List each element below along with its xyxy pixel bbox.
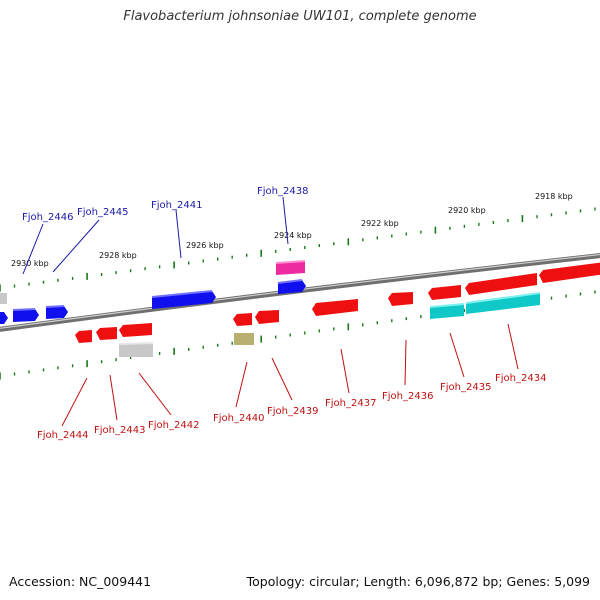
gene-fjoh-2438-magenta[interactable] — [275, 260, 306, 275]
gene-fjoh-2435-cyan[interactable] — [429, 303, 465, 319]
gene-grey-lower[interactable] — [118, 342, 154, 357]
gene-blue-3[interactable] — [277, 279, 306, 294]
scale-label-2920: 2920 kbp — [448, 206, 486, 215]
gene-red-large[interactable] — [465, 273, 537, 295]
leader-fjoh-2437 — [340, 348, 350, 394]
leader-fjoh-2435 — [449, 332, 465, 378]
scale-label-2930: 2930 kbp — [11, 259, 49, 268]
label-fjoh-2442[interactable]: Fjoh_2442 — [148, 420, 199, 431]
forward-strand-genes — [0, 260, 306, 324]
gene-blue-left-edge[interactable] — [0, 312, 8, 324]
label-fjoh-2436[interactable]: Fjoh_2436 — [382, 391, 433, 402]
forward-gene-labels: Fjoh_2446 Fjoh_2445 Fjoh_2441 Fjoh_2438 — [22, 186, 308, 275]
gene-fjoh-2435-red[interactable] — [428, 285, 461, 300]
gene-blue-2[interactable] — [45, 305, 68, 319]
label-fjoh-2445[interactable]: Fjoh_2445 — [77, 207, 128, 218]
leader-fjoh-2442 — [138, 372, 172, 416]
gene-fjoh-2437[interactable] — [312, 299, 358, 316]
label-fjoh-2437[interactable]: Fjoh_2437 — [325, 398, 376, 409]
gene-fjoh-2442[interactable] — [119, 323, 152, 337]
scale-label-2918: 2918 kbp — [535, 192, 573, 201]
leader-fjoh-2440 — [235, 361, 248, 408]
gene-fjoh-2434-cyan[interactable] — [465, 292, 541, 314]
leader-fjoh-2444 — [61, 377, 88, 427]
leader-fjoh-2441 — [175, 209, 182, 259]
label-fjoh-2440[interactable]: Fjoh_2440 — [213, 413, 264, 424]
leader-fjoh-2438 — [282, 196, 289, 245]
scale-label-2928: 2928 kbp — [99, 251, 137, 260]
gene-grey-edge[interactable] — [0, 293, 7, 304]
label-fjoh-2439[interactable]: Fjoh_2439 — [267, 406, 318, 417]
scale-label-2926: 2926 kbp — [186, 241, 224, 250]
gene-fjoh-2439[interactable] — [255, 310, 279, 324]
leader-fjoh-2445 — [52, 219, 100, 273]
gene-fjoh-2440-khaki[interactable] — [234, 333, 254, 345]
label-fjoh-2444[interactable]: Fjoh_2444 — [37, 430, 88, 441]
gene-fjoh-2440-red[interactable] — [233, 313, 252, 326]
label-fjoh-2438[interactable]: Fjoh_2438 — [257, 186, 308, 197]
label-fjoh-2443[interactable]: Fjoh_2443 — [94, 425, 145, 436]
leader-fjoh-2436 — [404, 339, 407, 386]
reverse-strand-genes — [75, 262, 600, 357]
leader-fjoh-2434 — [507, 323, 519, 370]
leader-fjoh-2446 — [22, 223, 44, 275]
gene-red-right-edge[interactable] — [539, 262, 600, 283]
gene-fjoh-2444[interactable] — [75, 330, 92, 343]
gene-fjoh-2441[interactable] — [151, 290, 216, 309]
accession-text: Accession: NC_009441 — [9, 574, 152, 589]
label-fjoh-2435[interactable]: Fjoh_2435 — [440, 382, 491, 393]
label-fjoh-2441[interactable]: Fjoh_2441 — [151, 200, 202, 211]
reverse-gene-labels: Fjoh_2444 Fjoh_2443 Fjoh_2442 Fjoh_2440 … — [37, 323, 546, 441]
upper-tick-row — [0, 207, 596, 292]
leader-fjoh-2439 — [271, 357, 293, 401]
gene-blue-1[interactable] — [12, 308, 39, 322]
map-title: Flavobacterium johnsoniae UW101, complet… — [123, 9, 477, 24]
genome-summary-text: Topology: circular; Length: 6,096,872 bp… — [246, 574, 590, 589]
label-fjoh-2446[interactable]: Fjoh_2446 — [22, 212, 73, 223]
scale-label-2924: 2924 kbp — [274, 231, 312, 240]
gene-fjoh-2443[interactable] — [96, 327, 117, 340]
gene-fjoh-2436[interactable] — [388, 292, 413, 306]
leader-fjoh-2443 — [109, 374, 118, 421]
scale-label-2922: 2922 kbp — [361, 219, 399, 228]
label-fjoh-2434[interactable]: Fjoh_2434 — [495, 373, 546, 384]
